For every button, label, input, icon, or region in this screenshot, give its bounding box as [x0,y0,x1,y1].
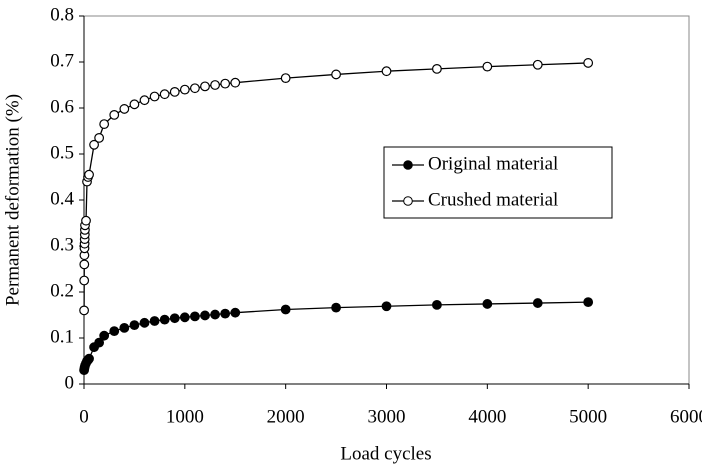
y-tick-label: 0.4 [50,188,74,209]
legend-label: Original material [428,153,558,174]
y-tick-label: 0.5 [50,142,74,163]
data-point [532,298,543,308]
data-point [230,77,241,88]
data-point [129,320,140,331]
legend-marker [403,160,413,170]
data-point [331,302,341,313]
data-point [381,301,392,312]
x-tick-label: 6000 [670,406,702,427]
data-point [94,337,105,348]
y-tick-label: 0.1 [50,326,74,347]
y-tick-label: 0 [65,372,75,393]
data-point [159,89,170,100]
data-point [482,299,493,309]
data-point [190,311,200,322]
legend-label: Crushed material [428,189,558,210]
y-tick-label: 0.2 [50,280,74,301]
data-point [432,299,442,310]
x-tick-label: 2000 [267,406,305,427]
data-point [99,119,110,129]
legend-marker [403,196,413,206]
data-point [79,305,90,316]
data-point [139,95,150,106]
data-point [210,309,220,320]
x-tick-label: 3000 [368,406,406,427]
data-point [583,58,594,68]
y-tick-label: 0.7 [50,50,74,71]
y-tick-label: 0.8 [50,4,74,25]
x-tick-label: 4000 [468,406,506,427]
data-point [190,83,200,94]
x-tick-label: 1000 [166,406,204,427]
data-point [210,80,220,90]
data-point [200,81,210,92]
data-point [89,139,99,150]
data-point [381,66,392,77]
data-point [139,317,150,328]
data-point [119,322,130,333]
data-point [149,91,160,102]
data-point [94,132,105,143]
data-point [81,215,91,226]
data-point [179,312,190,323]
x-tick-label: 5000 [569,406,607,427]
data-point [432,63,442,74]
x-tick-label: 0 [79,406,89,427]
data-point [169,313,180,324]
data-point [109,109,120,120]
data-point [200,310,210,321]
data-point [280,73,291,83]
data-point [129,99,140,110]
data-point [119,104,130,114]
data-point [84,353,94,364]
data-point [220,78,231,89]
data-point [179,84,190,95]
x-axis-label: Load cycles [340,443,431,464]
y-tick-label: 0.6 [50,96,74,117]
data-point [220,308,231,319]
y-axis-label: Permanent deformation (%) [2,94,23,306]
data-point [149,316,160,326]
data-point [84,169,94,180]
data-point [159,314,170,325]
data-point [280,304,291,315]
data-point [230,307,241,318]
data-point [79,259,90,270]
data-point [482,61,493,72]
data-point [331,69,341,80]
data-point [109,326,120,337]
data-point [79,275,90,286]
data-point [169,86,180,97]
data-point [532,59,543,70]
data-point [99,330,110,341]
y-tick-label: 0.3 [50,234,74,255]
data-point [583,297,594,308]
legend-box [383,146,613,219]
